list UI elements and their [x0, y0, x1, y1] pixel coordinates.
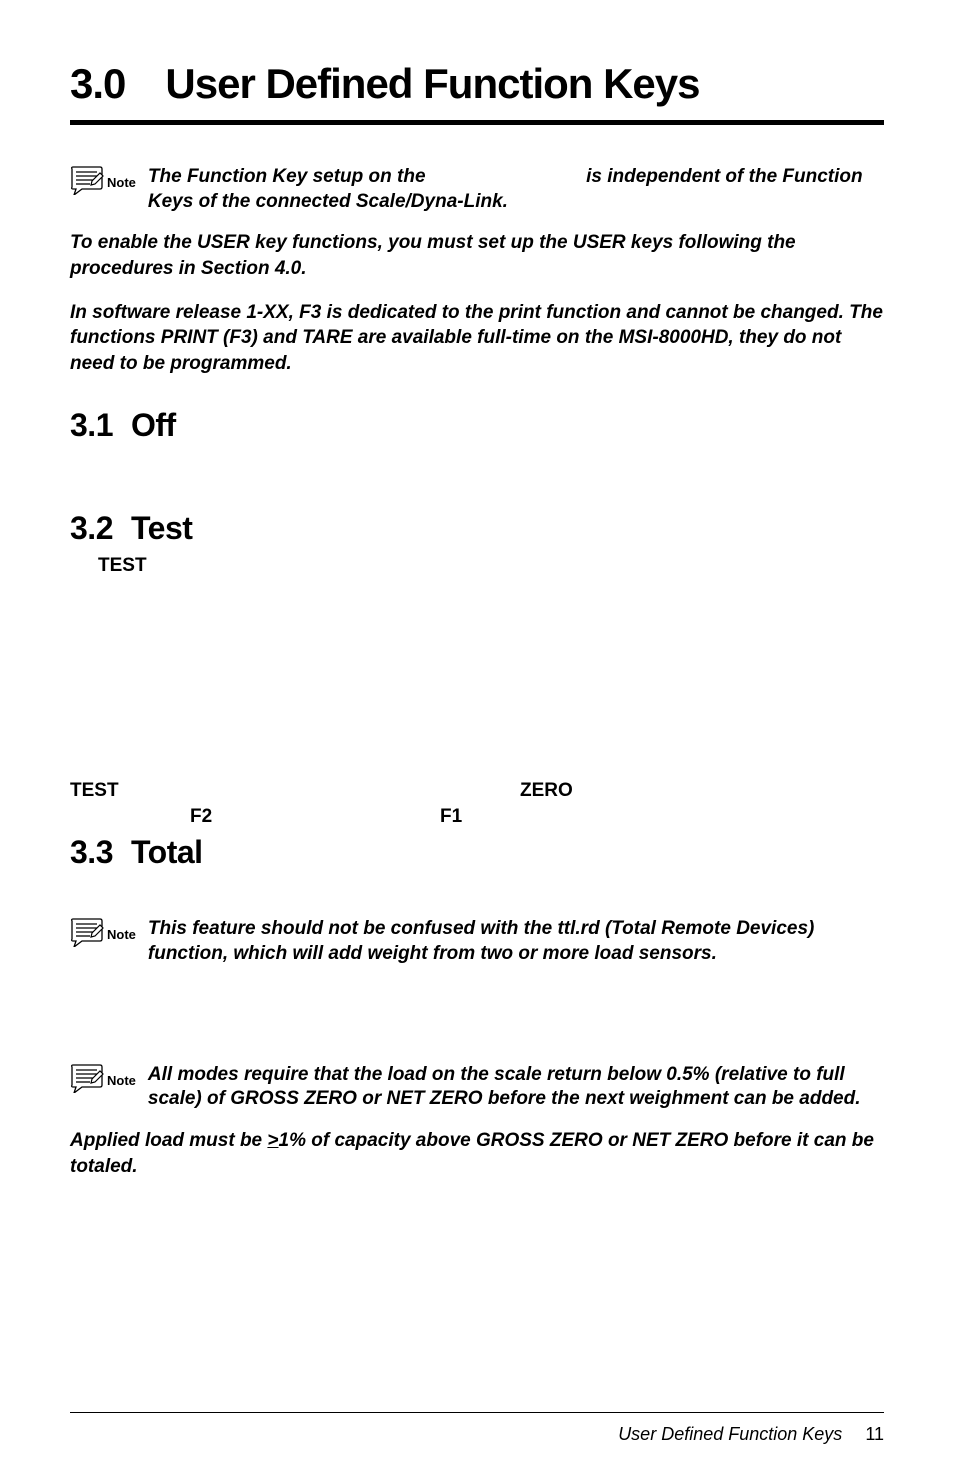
note-icon-wrap: Note	[70, 917, 136, 947]
paragraph: To enable the USER key functions, you mu…	[70, 230, 884, 281]
keyword: TEST	[98, 553, 884, 579]
key-row: TEST ZERO	[70, 778, 884, 804]
note-text: This feature should not be confused with…	[148, 917, 884, 966]
subsection-heading: 3.2 Test	[70, 510, 884, 547]
footer-rule	[70, 1412, 884, 1413]
section-number: 3.0	[70, 60, 125, 108]
section-title: User Defined Function Keys	[165, 60, 699, 108]
footer-page: 11	[865, 1424, 884, 1444]
keyword: ZERO	[520, 778, 573, 804]
keyword: F1	[440, 804, 462, 830]
note-icon-wrap: Note	[70, 1063, 136, 1093]
sub-title: Total	[131, 834, 203, 871]
keyword: TEST	[70, 778, 119, 804]
sub-number: 3.3	[70, 834, 113, 871]
note-text: The Function Key setup on the is indepen…	[148, 165, 884, 214]
paragraph: In software release 1-XX, F3 is dedicate…	[70, 300, 884, 377]
note-text: All modes require that the load on the s…	[148, 1063, 884, 1112]
note-block: Note All modes require that the load on …	[70, 1063, 884, 1112]
keyword: F2	[190, 804, 212, 830]
note-block: Note This feature should not be confused…	[70, 917, 884, 966]
sub-number: 3.2	[70, 510, 113, 547]
sub-title: Test	[131, 510, 192, 547]
note-label: Note	[107, 1073, 136, 1088]
note-icon-wrap: Note	[70, 165, 136, 195]
paragraph: Applied load must be >1% of capacity abo…	[70, 1128, 884, 1179]
note-label: Note	[107, 175, 136, 190]
key-row: F2 F1	[70, 804, 884, 830]
p3-underline: >	[267, 1130, 278, 1151]
p3-a: Applied load must be	[70, 1130, 267, 1151]
subsection-heading: 3.1 Off	[70, 407, 884, 444]
section-heading: 3.0 User Defined Function Keys	[70, 60, 884, 108]
page-footer: User Defined Function Keys 11	[618, 1424, 884, 1445]
footer-title: User Defined Function Keys	[618, 1424, 842, 1444]
sub-title: Off	[131, 407, 176, 444]
note-icon	[70, 1063, 104, 1093]
note-block: Note The Function Key setup on the is in…	[70, 165, 884, 214]
note-icon	[70, 917, 104, 947]
note-label: Note	[107, 927, 136, 942]
title-rule	[70, 120, 884, 125]
subsection-heading: 3.3 Total	[70, 834, 884, 871]
sub-number: 3.1	[70, 407, 113, 444]
note1-part-a: The Function Key setup on the	[148, 166, 426, 187]
note-icon	[70, 165, 104, 195]
